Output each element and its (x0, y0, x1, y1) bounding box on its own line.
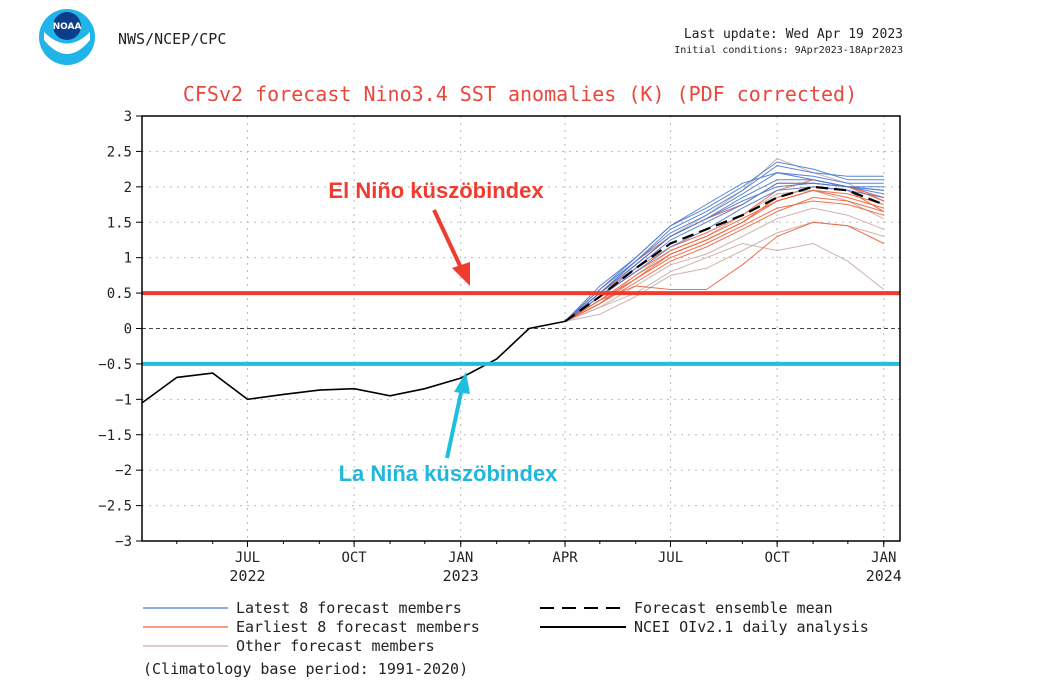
x-tick-year: 2023 (443, 567, 479, 585)
forecast-member-other (564, 221, 884, 322)
grid (142, 116, 900, 541)
plot-frame (141, 115, 901, 542)
y-tick-label: 1 (124, 251, 132, 267)
y-tick-label: −1.5 (98, 428, 132, 444)
y-tick-label: 1.5 (107, 215, 132, 231)
la-nina-arrow-shaft (445, 387, 464, 459)
noaa-logo: NOAA (39, 9, 95, 65)
last-update: Last update: Wed Apr 19 2023 (684, 27, 903, 42)
x-tick-label: JAN (448, 550, 473, 566)
forecast-member-latest (564, 165, 884, 322)
legend-label-latest: Latest 8 forecast members (236, 599, 462, 617)
forecast-member-latest (564, 172, 884, 322)
forecast-member-earliest (564, 186, 885, 322)
y-tick-label: −2.5 (98, 499, 132, 515)
agency-label: NWS/NCEP/CPC (118, 30, 226, 48)
y-tick-label: 2 (124, 180, 132, 196)
legend-label-other: Other forecast members (236, 637, 435, 655)
y-tick-label: −3 (115, 534, 132, 550)
y-tick-label: 2.5 (107, 144, 132, 160)
analysis-line (141, 320, 566, 404)
la-nina-arrow (445, 372, 470, 459)
la-nina-annotation: La Niña küszöbindex (339, 461, 559, 486)
x-tick-label: OCT (341, 550, 367, 566)
forecast-member-other (564, 157, 885, 322)
x-tick-label: JAN (871, 550, 896, 566)
y-tick-label: 0 (124, 322, 132, 338)
x-tick-label: JUL (235, 550, 260, 566)
y-tick-label: −2 (115, 463, 132, 479)
forecast-member-earliest (564, 221, 885, 322)
logo-wave (44, 32, 90, 54)
y-tick-label: 0.5 (107, 286, 132, 302)
el-nino-arrow (432, 209, 470, 286)
x-tick-label: APR (552, 550, 578, 566)
y-tick-label: 3 (124, 109, 132, 125)
x-tick-year: 2024 (866, 567, 902, 585)
forecast-member-other (564, 242, 885, 322)
el-nino-arrow-shaft (432, 209, 464, 271)
series-layer (141, 157, 900, 404)
legend-label-analysis: NCEI OIv2.1 daily analysis (634, 618, 869, 636)
la-nina-arrow-head (454, 372, 470, 394)
legend-label-ensemble-mean: Forecast ensemble mean (634, 599, 833, 617)
y-axis: 3 2.5 2 1.5 1 0.5 0 −0.5 −1 −1.5 −2 −2.5 −3 (98, 109, 142, 550)
x-tick-year: 2022 (229, 567, 265, 585)
logo-text: NOAA (53, 22, 82, 32)
climatology-note: (Climatology base period: 1991-2020) (143, 660, 468, 678)
logo-eagle (53, 12, 81, 40)
el-nino-arrow-head (452, 262, 470, 286)
x-tick-label: OCT (764, 550, 790, 566)
y-tick-label: −1 (115, 392, 132, 408)
legend: Latest 8 forecast members Earliest 8 for… (143, 599, 869, 678)
forecast-member-latest (564, 172, 884, 322)
x-tick-label: JUL (658, 550, 683, 566)
forecast-member-other (564, 207, 884, 322)
ensemble-mean-line (564, 185, 885, 323)
legend-label-earliest: Earliest 8 forecast members (236, 618, 480, 636)
forecast-member-latest (564, 186, 884, 322)
chart-title: CFSv2 forecast Nino3.4 SST anomalies (K)… (183, 82, 857, 106)
y-tick-label: −0.5 (98, 357, 132, 373)
initial-conditions: Initial conditions: 9Apr2023-18Apr2023 (674, 45, 903, 56)
forecast-member-latest (564, 182, 884, 322)
el-nino-annotation: El Niño küszöbindex (328, 178, 544, 203)
